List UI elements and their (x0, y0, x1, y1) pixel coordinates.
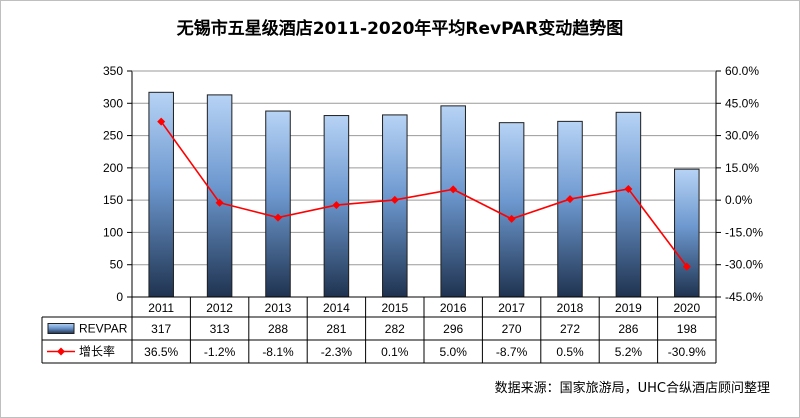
growth-point-2011 (157, 117, 166, 126)
revpar-value: 198 (677, 322, 697, 336)
y-left-tick-label: 0 (116, 290, 123, 304)
bar-2018 (557, 120, 583, 298)
y-left-tick-label: 200 (103, 161, 123, 175)
y-left-tick-label: 100 (103, 225, 123, 239)
growth-line-path (160, 121, 688, 268)
growth-value: -8.1% (262, 345, 294, 359)
growth-value: 5.2% (615, 345, 643, 359)
legend-revpar-label: REVPAR (79, 322, 128, 336)
y-right-tick-label: 0.0% (725, 193, 753, 207)
growth-point-2015 (390, 195, 399, 204)
growth-point-2013 (274, 213, 282, 222)
revpar-value: 281 (326, 322, 346, 336)
y-left-tick-label: 50 (110, 258, 124, 272)
growth-value: -1.2% (204, 345, 236, 359)
y-left-tick-label: 250 (103, 129, 123, 143)
bars (148, 91, 700, 298)
growth-value: 0.1% (381, 345, 409, 359)
bar-2017 (498, 122, 525, 298)
x-category-label: 2011 (148, 301, 174, 315)
y-right-tick-label: 15.0% (725, 161, 759, 175)
revpar-value: 270 (502, 322, 522, 336)
legend-revpar-swatch (47, 323, 75, 334)
revpar-value: 286 (618, 322, 638, 336)
source-note: 数据来源：国家旅游局，UHC合纵酒店顾问整理 (495, 380, 770, 396)
bar-2011 (148, 91, 174, 298)
x-category-label: 2019 (615, 301, 642, 315)
axes: 0 50 100 150 200 250 300 350 -45.0% -30.0% -15.0% 0… (103, 64, 763, 304)
y-right-tick-label: 60.0% (725, 64, 759, 78)
legend-growth-label: 增长率 (79, 344, 115, 359)
chart-title: 无锡市五星级酒店2011-2020年平均RevPAR变动趋势图 (176, 18, 624, 39)
growth-point-2020 (682, 262, 691, 271)
y-left-tick-label: 150 (103, 193, 123, 207)
growth-value: 0.5% (556, 345, 584, 359)
bar-2016 (440, 105, 466, 298)
x-category-label: 2013 (265, 301, 292, 315)
x-category-label: 2016 (440, 301, 467, 315)
revpar-value: 288 (268, 322, 288, 336)
y-left-tick-label: 350 (103, 64, 123, 78)
x-category-label: 2015 (381, 301, 408, 315)
x-category-label: 2012 (206, 301, 233, 315)
y-right-tick-label: 30.0% (725, 129, 759, 143)
growth-value: 5.0% (440, 345, 468, 359)
growth-point-2016 (449, 185, 458, 194)
growth-value: -30.9% (668, 345, 706, 359)
data-table: 2011 2012 2013 2014 2015 2016 2017 2018 2019 2020… (41, 296, 717, 364)
y-right-tick-label: -15.0% (725, 225, 763, 239)
y-right-tick-label: 45.0% (725, 96, 759, 110)
bar-2019 (615, 111, 642, 298)
growth-point-2014 (332, 201, 341, 210)
x-category-label: 2020 (673, 301, 700, 315)
y-right-tick-label: -45.0% (725, 290, 763, 304)
revpar-value: 296 (443, 322, 463, 336)
growth-line (157, 117, 691, 271)
x-category-label: 2014 (323, 301, 350, 315)
bar-2015 (382, 114, 408, 298)
growth-value: 36.5% (144, 345, 178, 359)
bar-2012 (206, 94, 233, 298)
growth-value: -8.7% (496, 345, 528, 359)
y-left-tick-label: 300 (103, 96, 123, 110)
legend-growth-marker (57, 347, 65, 356)
revpar-value: 317 (151, 322, 171, 336)
growth-value: -2.3% (321, 345, 353, 359)
growth-point-2018 (566, 195, 574, 204)
bar-2013 (265, 110, 291, 298)
x-category-label: 2017 (498, 301, 525, 315)
revpar-value: 282 (385, 322, 405, 336)
bar-2020 (674, 168, 700, 298)
growth-point-2019 (624, 184, 633, 193)
growth-point-2012 (215, 198, 224, 207)
y-right-tick-label: -30.0% (725, 258, 763, 272)
revpar-value: 272 (560, 322, 580, 336)
revpar-value: 313 (210, 322, 230, 336)
x-category-label: 2018 (557, 301, 584, 315)
growth-point-2017 (507, 214, 516, 223)
